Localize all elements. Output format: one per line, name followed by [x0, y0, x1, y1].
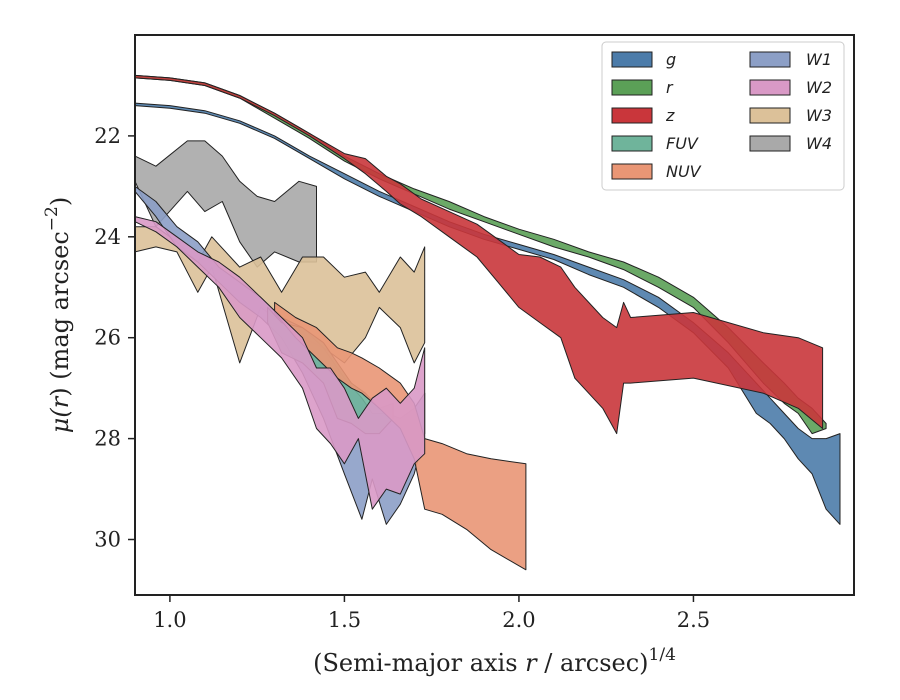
band-w2 [134, 216, 426, 510]
y-tick-label: 28 [94, 427, 121, 451]
y-tick-label: 26 [94, 326, 121, 350]
y-tick-label: 24 [94, 225, 121, 249]
legend-swatch-z [611, 107, 653, 124]
x-tick-label: 2.5 [677, 608, 710, 632]
legend-swatch-w2 [749, 79, 791, 96]
legend-label-w4: W4 [806, 134, 832, 153]
legend-swatch-nuv [611, 163, 653, 180]
plot-frame [134, 34, 855, 596]
legend-label-g: g [666, 50, 676, 69]
y-tick-label: 30 [94, 528, 121, 552]
y-axis-label: μ(r) (mag arcsec−2) [42, 197, 74, 434]
legend-swatch-w3 [749, 107, 791, 124]
legend-label-z: z [665, 106, 675, 125]
legend-swatch-w4 [749, 135, 791, 152]
band-nuv [274, 301, 527, 571]
legend-swatch-g [611, 51, 653, 68]
legend-label-w1: W1 [806, 50, 832, 69]
legend-swatch-fuv [611, 135, 653, 152]
legend-swatch-r [611, 79, 653, 96]
legend: grz FUV NUV W1 W2 W3 W4 [601, 41, 845, 191]
legend-box [601, 41, 845, 191]
legend-label-r: r [666, 78, 674, 97]
legend-swatch-w1 [749, 51, 791, 68]
x-tick-label: 2.0 [502, 608, 535, 632]
legend-label-nuv: NUV [666, 162, 702, 181]
tick-layer: 1.0 1.5 2.0 2.5 22 24 26 28 30 [94, 124, 710, 632]
band-layer [134, 74, 841, 571]
legend-label-fuv: FUV [666, 134, 699, 153]
x-tick-label: 1.0 [153, 608, 186, 632]
legend-label-w3: W3 [806, 106, 832, 125]
x-tick-label: 1.5 [328, 608, 361, 632]
y-tick-label: 22 [94, 124, 121, 148]
x-axis-label: (Semi-major axis r / arcsec)1/4 [313, 645, 676, 677]
legend-label-w2: W2 [806, 78, 832, 97]
band-z [134, 74, 824, 435]
